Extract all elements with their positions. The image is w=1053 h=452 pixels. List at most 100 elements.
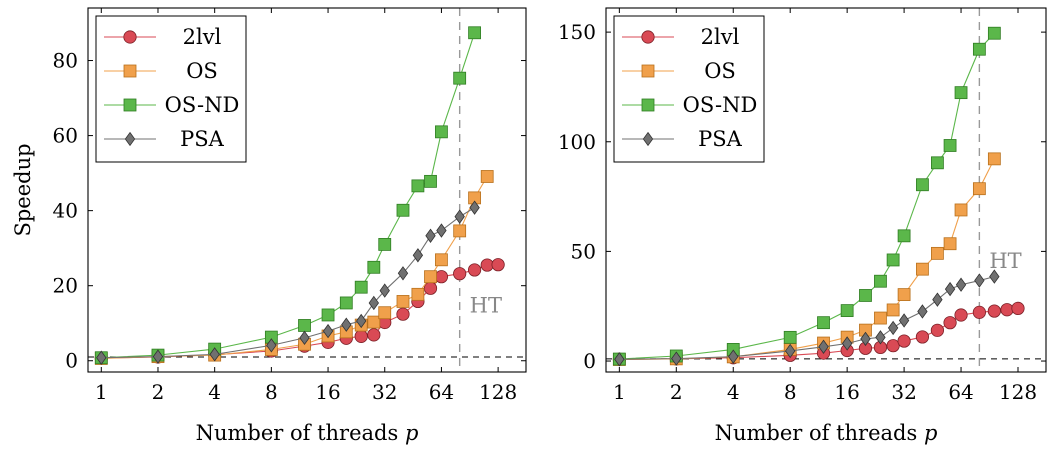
legend-label-os: OS [186, 59, 218, 83]
series-line-psa [101, 207, 475, 359]
data-point-2lvl [423, 281, 438, 295]
plot-frame [87, 7, 527, 373]
data-point-os [916, 262, 929, 276]
x-tick-label: 16 [315, 380, 340, 404]
data-point-psa [841, 336, 853, 351]
series-markers-2lvl [612, 301, 1025, 366]
series-markers-psa [96, 200, 480, 365]
y-tick-label: 60 [53, 124, 78, 148]
data-point-psa [397, 266, 409, 281]
data-point-2lvl [897, 334, 911, 348]
data-point-os [378, 306, 392, 320]
data-point-2lvl [396, 307, 410, 321]
legend-label-2lvl: 2lvl [183, 25, 222, 49]
data-point-os-nd [396, 203, 410, 217]
data-point-psa [152, 349, 164, 364]
data-point-psa [266, 338, 277, 353]
y-tick-label: 80 [53, 49, 78, 73]
legend-marker-os [641, 64, 655, 78]
legend-marker-os-nd [123, 98, 137, 112]
data-point-os [897, 288, 911, 301]
x-tick-label: 64 [948, 380, 973, 404]
data-point-psa [436, 223, 447, 238]
data-point-os-nd [783, 330, 797, 344]
data-point-os [954, 203, 968, 217]
data-point-psa [932, 292, 943, 307]
data-point-os-nd [840, 304, 854, 318]
data-point-psa [898, 313, 910, 328]
x-tick-label: 4 [727, 380, 740, 404]
data-point-2lvl [1011, 301, 1025, 316]
series-line-os-nd [619, 32, 995, 360]
data-point-psa [209, 347, 220, 362]
data-point-2lvl [987, 304, 1001, 318]
legend-marker-2lvl [123, 30, 137, 44]
series-markers-psa [614, 269, 1000, 367]
data-point-psa [425, 228, 436, 243]
data-point-2lvl [954, 308, 968, 322]
series-markers-os [94, 170, 494, 365]
data-point-os-nd [424, 174, 437, 188]
data-point-os [396, 295, 410, 308]
x-tick-label: 2 [670, 380, 683, 404]
data-point-os-nd [298, 319, 311, 332]
data-point-2lvl [354, 329, 368, 343]
legend-marker-2lvl [641, 30, 655, 44]
legend-label-os-nd: OS-ND [683, 93, 758, 117]
data-point-psa [671, 351, 682, 366]
data-point-psa [860, 331, 871, 347]
data-point-os-nd [411, 179, 425, 193]
data-point-2lvl [434, 270, 449, 284]
data-point-os [411, 287, 425, 301]
x-tick-label: 4 [208, 380, 221, 404]
data-point-os-nd [972, 42, 986, 56]
legend: 2lvl OS OS-ND PSA [95, 15, 247, 163]
legend-box [95, 15, 247, 163]
x-axis-label: Number of threads p [196, 421, 419, 445]
data-point-os-nd [321, 308, 335, 322]
y-axis-label: Speedup [11, 143, 35, 236]
data-point-os [874, 311, 887, 325]
legend-label-2lvl: 2lvl [701, 25, 740, 49]
legend-label-os-nd: OS-ND [165, 93, 240, 117]
data-point-os-nd [897, 229, 911, 243]
legend-box [613, 15, 765, 163]
data-point-psa [785, 343, 796, 359]
data-point-os [367, 315, 381, 329]
data-point-os-nd [435, 125, 448, 139]
data-point-2lvl [453, 267, 467, 281]
left-speedup-chart: HT 1 2 4 8 16 32 64 128 0 20 40 60 80 Number of thread… [11, 7, 527, 445]
data-point-os-nd [367, 260, 381, 274]
data-point-psa [356, 313, 367, 329]
y-tick-label: 40 [53, 199, 78, 223]
data-point-os-nd [339, 296, 353, 310]
data-point-os-nd [874, 274, 887, 288]
data-point-psa [454, 209, 465, 224]
data-point-2lvl [972, 305, 986, 319]
plot-frame [605, 7, 1047, 373]
series-line-psa [619, 276, 995, 360]
data-point-psa [974, 273, 985, 288]
x-axis-label: Number of threads p [715, 421, 938, 445]
data-point-os [424, 270, 437, 284]
legend-marker-psa [124, 131, 136, 147]
data-point-os-nd [453, 71, 467, 85]
x-tick-label: 8 [265, 380, 278, 404]
data-point-2lvl [1000, 303, 1014, 317]
x-tick-label: 64 [429, 380, 454, 404]
y-tick-label: 0 [65, 349, 78, 373]
data-point-os [987, 152, 1001, 166]
series-line-os-nd [101, 32, 476, 359]
y-tick-label: 50 [571, 239, 596, 263]
legend-label-psa: PSA [698, 127, 743, 151]
data-point-os [931, 246, 944, 260]
x-tick-label: 8 [784, 380, 797, 404]
data-point-psa [379, 283, 390, 298]
data-point-psa [614, 352, 625, 367]
data-point-psa [887, 320, 899, 336]
legend-marker-psa [642, 131, 654, 147]
x-tick-label: 16 [834, 380, 859, 404]
data-point-os-nd [931, 156, 944, 170]
data-point-psa [469, 200, 480, 215]
series-line-os [101, 176, 488, 360]
